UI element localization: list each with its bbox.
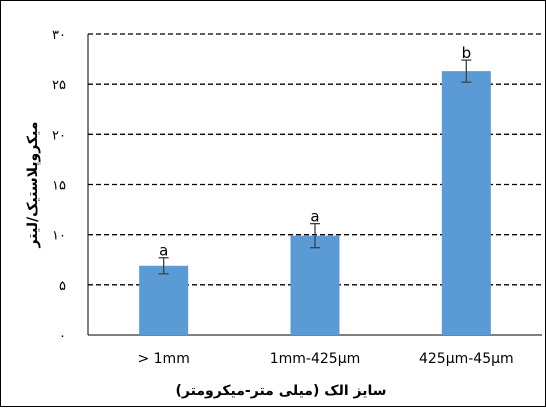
error-bar [461, 59, 472, 83]
y-axis-title: میکروپلاستیک/لیتر [25, 122, 41, 249]
significance-letter: a [159, 242, 168, 260]
error-bar [158, 257, 169, 275]
bar [290, 235, 340, 335]
y-tick-labels: ۰ ۵ ۱۰ ۱۵ ۲۰ ۲۵ ۳۰ [52, 28, 66, 344]
y-tick-label: ۱۵ [52, 179, 66, 194]
y-tick-label: ۱۰ [52, 229, 66, 244]
error-bar [310, 222, 320, 249]
significance-letter: a [310, 208, 319, 226]
error-bars [158, 59, 472, 275]
x-axis-title: سایز الک (میلی متر-میکرومتر) [176, 383, 387, 399]
y-tick-label: ۳۰ [52, 28, 66, 43]
x-tick-labels: > 1mm 1mm-425µm 425µm-45µm [137, 351, 513, 367]
bar [139, 265, 189, 335]
y-tick-label: ۲۰ [52, 128, 66, 143]
x-tick-label: > 1mm [137, 351, 189, 367]
significance-letter: b [462, 44, 472, 62]
bars [139, 71, 491, 335]
y-tick-label: ۲۵ [52, 78, 66, 93]
x-tick-label: 425µm-45µm [419, 351, 514, 367]
significance-labels: a a b [159, 44, 471, 260]
y-tick-label: ۵ [59, 279, 66, 294]
y-tick-label: ۰ [59, 329, 66, 344]
bar [441, 71, 491, 335]
x-tick-label: 1mm-425µm [270, 351, 361, 367]
